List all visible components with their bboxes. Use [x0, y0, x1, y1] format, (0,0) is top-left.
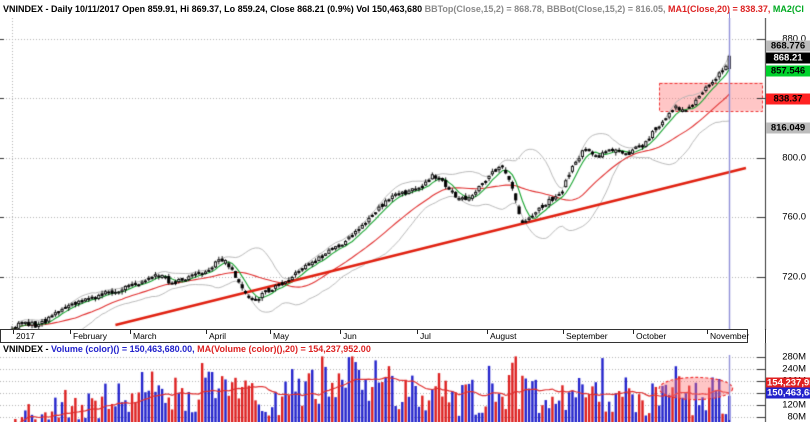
- price-pane-title-bar: VNINDEX - Daily 10/11/2017 Open 859.91, …: [0, 0, 810, 17]
- bbtop-indicator-label: BBTop(Close,15,2) = 868.78,: [424, 4, 547, 14]
- month-tick: [340, 330, 341, 334]
- month-tick: [487, 330, 488, 334]
- volume-pane-title: VNINDEX - Volume (color)() = 150,463,680…: [3, 344, 371, 354]
- month-tick: [206, 330, 207, 334]
- month-tick: [70, 330, 71, 334]
- month-label: October: [636, 331, 667, 341]
- month-label: March: [133, 331, 157, 341]
- ma2-indicator-label: MA2(Cl: [772, 4, 804, 14]
- volume-pane: VNINDEX - Volume (color)() = 150,463,680…: [0, 343, 810, 422]
- month-tick: [563, 330, 564, 334]
- month-label: Jul: [420, 331, 431, 341]
- price-chart-pane: 880.0 840.0 800.0 760.0 720.0 868.776 868.21 85…: [0, 18, 810, 330]
- volume-value-label: Volume (color)() = 150,463,680.00,: [51, 344, 198, 354]
- month-tick: [633, 330, 634, 334]
- month-tick: [270, 330, 271, 334]
- month-tick: [707, 330, 708, 334]
- price-axis-line-segment: [765, 329, 766, 343]
- ma1-indicator-label: MA1(Close,20) = 838.37,: [668, 4, 773, 14]
- month-label: May: [273, 331, 290, 341]
- month-label: November: [710, 331, 750, 341]
- month-tick: [13, 330, 14, 334]
- volume-symbol-label: VNINDEX -: [3, 344, 52, 354]
- time-axis: 2017 February March April May Jun Jul August Sep…: [0, 329, 750, 343]
- month-label: 2017: [16, 331, 35, 341]
- bbbot-indicator-label: BBBot(Close,15,2) = 816.05,: [546, 4, 669, 14]
- month-tick: [130, 330, 131, 334]
- volume-ma-value-label: MA(Volume (color)(),20) = 154,237,952.00: [197, 344, 371, 354]
- price-chart-canvas[interactable]: [0, 18, 810, 330]
- month-label: August: [490, 331, 517, 341]
- month-label: September: [566, 331, 608, 341]
- month-label: April: [209, 331, 227, 341]
- volume-chart-canvas[interactable]: [0, 343, 810, 422]
- month-label: Jun: [343, 331, 357, 341]
- month-tick: [417, 330, 418, 334]
- chart-title-ohlc: VNINDEX - Daily 10/11/2017 Open 859.91, …: [3, 4, 425, 14]
- cursor-line-top: [729, 12, 730, 18]
- month-label: February: [73, 331, 108, 341]
